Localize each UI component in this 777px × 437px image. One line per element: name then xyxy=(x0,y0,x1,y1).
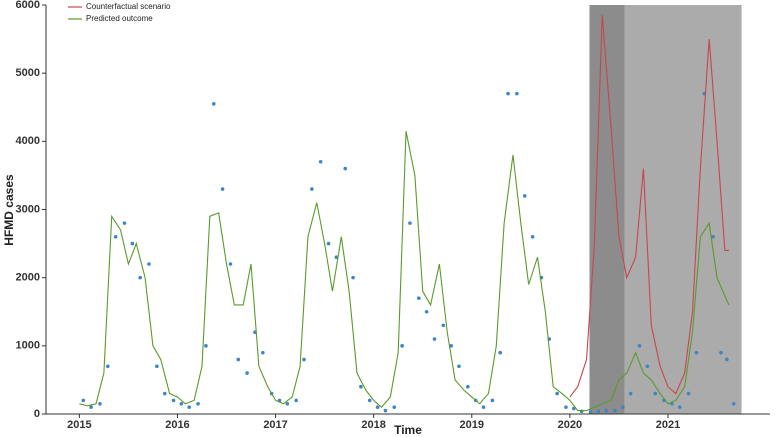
data-point xyxy=(310,187,314,191)
data-point xyxy=(196,401,200,406)
data-point xyxy=(211,102,216,106)
data-point xyxy=(604,408,608,413)
data-point xyxy=(98,401,102,406)
data-point xyxy=(416,296,421,300)
y-tick-label: 6000 xyxy=(16,0,40,11)
data-point xyxy=(653,391,658,396)
data-point xyxy=(628,391,633,396)
data-point xyxy=(359,384,363,389)
y-axis-title: HFMD cases xyxy=(2,174,16,246)
data-point xyxy=(326,241,331,246)
data-point xyxy=(530,234,535,239)
data-point xyxy=(645,364,650,369)
data-point xyxy=(481,405,486,409)
y-tick-label: 1000 xyxy=(16,340,40,352)
data-point xyxy=(466,384,470,389)
data-point xyxy=(122,221,127,225)
data-point xyxy=(302,357,306,362)
data-point xyxy=(220,187,225,191)
data-point xyxy=(375,405,380,409)
data-point xyxy=(204,344,208,348)
series-line xyxy=(569,15,729,398)
data-point xyxy=(522,194,527,198)
legend-label: Predicted outcome xyxy=(86,14,153,23)
shaded-region xyxy=(624,5,742,414)
data-point xyxy=(162,391,167,396)
data-point xyxy=(725,357,729,362)
data-point xyxy=(424,309,429,314)
data-point xyxy=(686,391,691,396)
data-point xyxy=(383,408,388,413)
data-point xyxy=(106,364,110,369)
data-point xyxy=(694,350,699,355)
x-tick-label: 2020 xyxy=(558,419,582,431)
data-point xyxy=(498,350,503,355)
x-tick-label: 2017 xyxy=(263,419,287,431)
x-tick-label: 2019 xyxy=(460,419,484,431)
y-tick-label: 2000 xyxy=(16,272,40,284)
data-point xyxy=(245,371,249,375)
data-point xyxy=(392,405,397,409)
x-tick-label: 2018 xyxy=(361,419,385,431)
data-point xyxy=(318,159,323,164)
data-point xyxy=(457,364,461,369)
data-point xyxy=(343,166,348,171)
x-axis-title: Time xyxy=(394,423,422,437)
data-point xyxy=(441,323,446,328)
data-point xyxy=(236,357,241,362)
y-tick-label: 3000 xyxy=(16,203,40,215)
plot-area xyxy=(589,5,742,414)
data-point xyxy=(367,398,372,403)
y-tick-label: 0 xyxy=(34,408,40,420)
data-point xyxy=(179,401,184,406)
data-point xyxy=(490,398,495,403)
data-point xyxy=(408,221,412,225)
data-point xyxy=(711,234,715,239)
data-point xyxy=(351,275,355,280)
data-point xyxy=(555,391,559,396)
data-point xyxy=(637,344,642,348)
data-point xyxy=(81,398,86,403)
shaded-region xyxy=(589,5,625,414)
data-point xyxy=(261,350,265,355)
data-point xyxy=(89,405,93,409)
data-point xyxy=(506,91,510,96)
data-point xyxy=(171,398,176,403)
y-tick-label: 4000 xyxy=(16,135,40,147)
data-point xyxy=(155,364,159,369)
data-point xyxy=(677,405,682,409)
data-point xyxy=(130,241,135,246)
data-point xyxy=(564,405,568,409)
x-tick-label: 2016 xyxy=(165,419,189,431)
data-point xyxy=(579,409,584,414)
data-point xyxy=(138,275,142,280)
data-point xyxy=(400,344,404,348)
series-line xyxy=(79,131,730,412)
data-point xyxy=(113,234,118,239)
data-point xyxy=(432,337,437,341)
data-point xyxy=(596,409,601,414)
x-tick-label: 2015 xyxy=(67,419,91,431)
data-point xyxy=(187,405,192,409)
data-point xyxy=(285,401,290,406)
data-point xyxy=(613,408,617,413)
data-point xyxy=(731,401,736,406)
data-point xyxy=(147,262,151,266)
y-tick-label: 5000 xyxy=(16,67,40,79)
legend-label: Counterfactual scenario xyxy=(86,2,171,11)
data-point xyxy=(588,410,593,414)
data-point xyxy=(515,91,519,96)
data-point xyxy=(228,262,233,266)
x-tick-label: 2021 xyxy=(656,419,680,431)
data-point xyxy=(571,406,576,411)
data-point xyxy=(294,398,298,403)
data-point xyxy=(449,344,453,348)
data-point xyxy=(719,350,723,355)
data-point xyxy=(621,405,625,409)
